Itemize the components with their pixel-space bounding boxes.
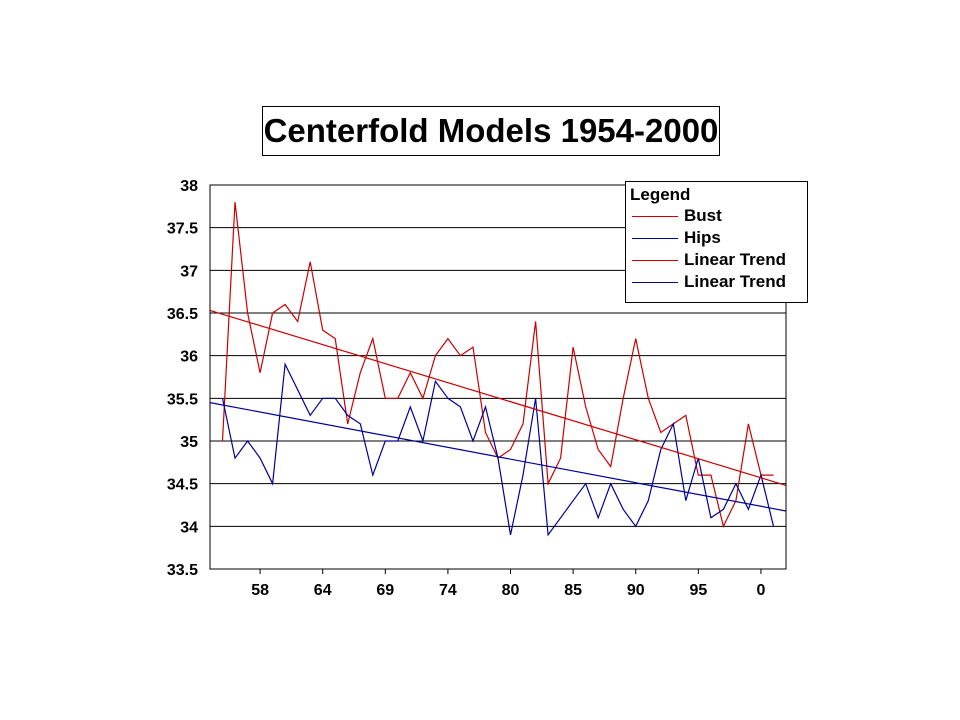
x-tick-label: 0 bbox=[757, 582, 766, 599]
legend-swatch-hips-trend bbox=[632, 282, 678, 283]
x-tick-label: 69 bbox=[376, 582, 394, 599]
x-tick-label: 64 bbox=[314, 582, 332, 599]
x-tick-label: 80 bbox=[502, 582, 520, 599]
x-tick-label: 90 bbox=[627, 582, 645, 599]
legend-swatch-bust bbox=[632, 216, 678, 217]
legend-label-hips-trend: Linear Trend bbox=[684, 272, 787, 291]
legend-swatch-bust-trend bbox=[632, 260, 678, 261]
y-axis-tick-labels: 33.5 34 34.5 35 35.5 36 36.5 37 37.5 38 bbox=[167, 178, 198, 579]
legend-item-hips: Hips bbox=[630, 228, 805, 250]
y-tick-label: 35 bbox=[180, 434, 198, 451]
x-tick-label: 95 bbox=[689, 582, 707, 599]
hips-trend-line bbox=[209, 402, 787, 512]
legend-title: Legend bbox=[630, 185, 691, 204]
plot-frame bbox=[209, 184, 787, 570]
x-tick-label: 58 bbox=[251, 582, 269, 599]
legend-swatch-hips bbox=[632, 238, 678, 239]
series-lines bbox=[209, 202, 787, 537]
y-tick-label: 34 bbox=[180, 519, 198, 536]
hips-line bbox=[221, 362, 775, 537]
legend: Legend Bust Hips Linear Trend Linear Tre… bbox=[625, 181, 808, 303]
y-tick-label: 36.5 bbox=[167, 306, 198, 323]
y-tick-label: 37.5 bbox=[167, 221, 198, 238]
legend-label-hips: Hips bbox=[684, 228, 721, 247]
legend-item-bust-trend: Linear Trend bbox=[630, 250, 805, 272]
legend-item-bust: Bust bbox=[630, 206, 805, 228]
x-axis-tick-labels: 58 64 69 74 80 85 90 95 0 bbox=[251, 569, 766, 599]
y-tick-label: 37 bbox=[180, 263, 198, 280]
chart-title: Centerfold Models 1954-2000 bbox=[262, 106, 720, 156]
y-tick-label: 33.5 bbox=[167, 562, 198, 579]
y-tick-label: 38 bbox=[180, 178, 198, 195]
y-tick-label: 35.5 bbox=[167, 391, 198, 408]
x-tick-label: 74 bbox=[439, 582, 457, 599]
legend-item-hips-trend: Linear Trend bbox=[630, 272, 805, 294]
x-tick-label: 85 bbox=[564, 582, 582, 599]
legend-label-bust: Bust bbox=[684, 206, 722, 225]
legend-label-bust-trend: Linear Trend bbox=[684, 250, 787, 269]
bust-trend-line bbox=[209, 309, 787, 486]
y-tick-label: 34.5 bbox=[167, 477, 198, 494]
y-tick-label: 36 bbox=[180, 349, 198, 366]
